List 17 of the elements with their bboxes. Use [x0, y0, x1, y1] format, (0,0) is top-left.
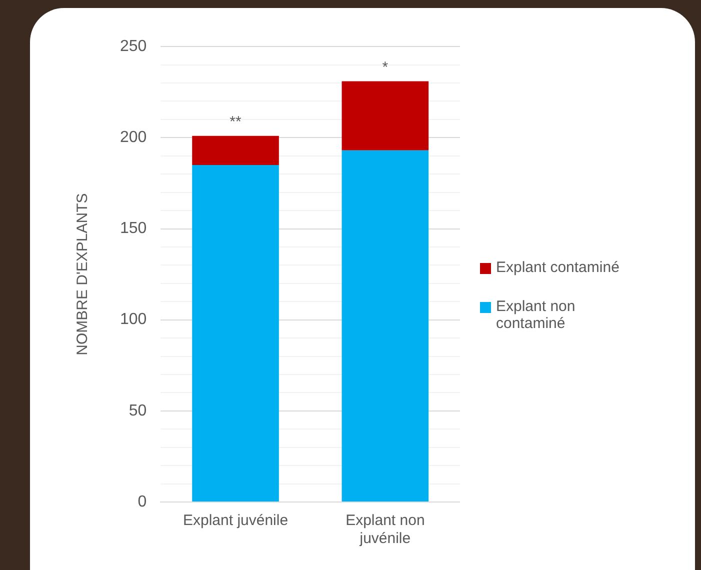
annotation: **	[230, 114, 242, 130]
y-tick-label: 100	[120, 311, 147, 328]
y-tick-label: 150	[120, 220, 147, 238]
y-tick-label: 250	[120, 38, 147, 56]
bar	[342, 81, 429, 150]
bar	[192, 165, 279, 502]
x-tick-label: Explant juvénile	[182, 512, 288, 530]
bar	[342, 150, 429, 502]
legend-label: Explant non contaminé	[496, 298, 576, 332]
bar	[192, 136, 279, 166]
y-tick-label: 0	[138, 493, 147, 510]
annotation: *	[382, 58, 388, 76]
legend-label: Explant contaminé	[496, 259, 620, 276]
y-tick-label: 200	[120, 129, 147, 146]
y-axis-title: NOMBRE D'EXPLANTS	[74, 193, 92, 356]
x-tick-label: Explant non juvénile	[346, 512, 425, 548]
y-tick-label: 50	[128, 402, 147, 420]
